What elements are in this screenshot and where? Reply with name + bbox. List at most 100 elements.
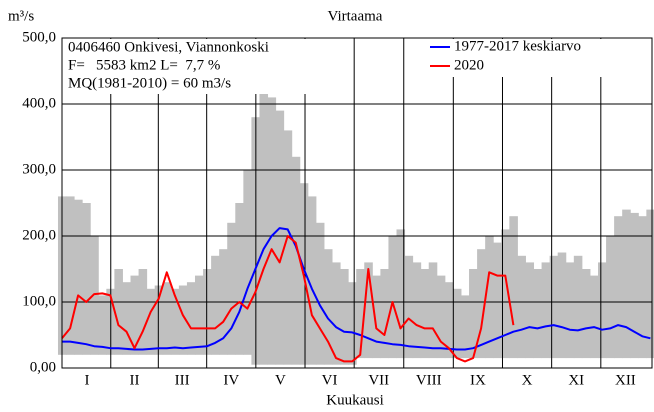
range-band (517, 255, 526, 359)
legend-label: 2020 (454, 57, 484, 73)
range-band (291, 156, 301, 365)
range-band (162, 282, 172, 355)
range-band (597, 262, 607, 359)
range-band (388, 236, 397, 359)
range-band (186, 282, 196, 355)
range-band (130, 275, 140, 355)
range-band (509, 216, 518, 359)
x-tick-label: XI (568, 372, 584, 388)
range-band (380, 269, 389, 359)
range-band (501, 229, 510, 359)
plot-frame (61, 37, 653, 369)
y-unit: m³/s (8, 8, 34, 24)
range-band (307, 196, 317, 365)
annotation: F= 5583 km2 L= 7,7 % (68, 57, 220, 73)
annotation: 0406460 Onkivesi, Viannonkoski (68, 39, 269, 55)
range-band (541, 262, 551, 359)
range-band (243, 170, 252, 355)
range-band (267, 97, 277, 365)
x-tick-label: IX (470, 372, 486, 388)
x-axis-label: Kuukausi (326, 392, 384, 408)
range-band (630, 212, 639, 359)
range-band (332, 262, 341, 365)
y-tick-label: 100,0 (22, 293, 56, 309)
y-tick-label: 400,0 (22, 95, 56, 111)
range-band (170, 288, 180, 355)
x-tick-label: II (130, 372, 140, 388)
range-band (589, 275, 599, 359)
y-tick-label: 500,0 (22, 29, 56, 45)
range-band (323, 249, 333, 365)
range-band (396, 229, 406, 359)
range-band (259, 90, 269, 365)
range-band (122, 282, 132, 355)
range-band (565, 262, 575, 359)
range-band (436, 275, 446, 359)
range-band (372, 275, 381, 359)
range-band (211, 255, 220, 355)
range-band (420, 269, 430, 359)
range-band (235, 203, 244, 355)
x-tick-label: XII (615, 372, 636, 388)
legend-label: 1977-2017 keskiarvo (454, 38, 581, 54)
range-band (581, 269, 591, 359)
series-line (62, 227, 651, 351)
range-band (227, 222, 236, 355)
x-tick-label: VII (368, 372, 389, 388)
range-band (90, 236, 99, 355)
range-band (460, 295, 470, 359)
range-band (74, 199, 83, 355)
range-band (428, 262, 438, 359)
range-band (178, 285, 188, 355)
annotation-box (63, 39, 331, 94)
range-band (66, 196, 75, 355)
annotation: MQ(1981-2010) = 60 m3/s (68, 75, 231, 91)
range-band (557, 252, 567, 359)
range-band (573, 255, 583, 359)
y-tick-label: 0,00 (30, 359, 56, 375)
range-band (485, 236, 494, 359)
range-band (98, 295, 107, 355)
range-band (452, 288, 462, 359)
range-band (622, 209, 631, 359)
range-band (493, 242, 502, 359)
range-band (606, 236, 615, 359)
range-band (533, 269, 543, 359)
range-band (412, 262, 422, 359)
range-band (356, 269, 365, 359)
range-band (614, 216, 623, 359)
chart-title: Virtaama (328, 8, 383, 24)
range-band (469, 269, 478, 359)
range-band (444, 282, 454, 359)
x-tick-label: VIII (416, 372, 442, 388)
x-tick-label: X (522, 372, 533, 388)
range-band (364, 262, 373, 359)
x-tick-label: IV (223, 372, 239, 388)
range-band (138, 269, 148, 355)
range-band (525, 262, 535, 359)
y-tick-label: 200,0 (22, 227, 56, 243)
range-band (203, 269, 212, 355)
x-tick-label: I (84, 372, 89, 388)
range-band (477, 249, 486, 359)
range-band (404, 255, 414, 359)
x-tick-label: VI (322, 372, 338, 388)
y-tick-label: 300,0 (22, 161, 56, 177)
range-band (82, 203, 91, 355)
range-band (114, 269, 123, 355)
range-band (154, 285, 164, 355)
range-band (283, 130, 293, 365)
x-tick-label: V (275, 372, 286, 388)
series-line (61, 235, 515, 363)
range-band (549, 255, 559, 359)
legend-box (424, 39, 606, 77)
range-band (275, 110, 285, 365)
range-band (638, 216, 647, 359)
range-band (348, 282, 357, 365)
range-band (146, 288, 156, 355)
range-band (340, 269, 349, 365)
range-band (646, 209, 654, 359)
range-band (194, 275, 204, 355)
x-tick-label: III (175, 372, 190, 388)
